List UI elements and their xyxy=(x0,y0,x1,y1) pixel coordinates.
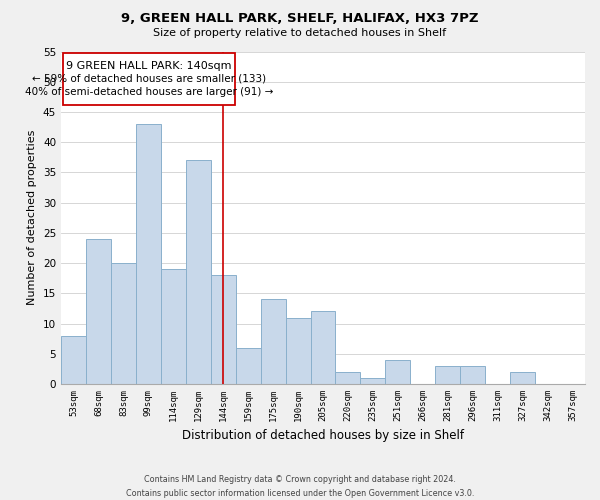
Bar xyxy=(86,239,111,384)
Bar xyxy=(510,372,535,384)
Bar xyxy=(61,336,86,384)
Text: Contains HM Land Registry data © Crown copyright and database right 2024.
Contai: Contains HM Land Registry data © Crown c… xyxy=(126,476,474,498)
Bar xyxy=(211,275,236,384)
Bar xyxy=(460,366,485,384)
Text: 40% of semi-detached houses are larger (91) →: 40% of semi-detached houses are larger (… xyxy=(25,87,273,97)
Bar xyxy=(385,360,410,384)
Bar xyxy=(161,269,186,384)
Bar xyxy=(136,124,161,384)
Bar xyxy=(236,348,260,384)
Bar xyxy=(286,318,311,384)
Bar xyxy=(260,300,286,384)
Text: ← 59% of detached houses are smaller (133): ← 59% of detached houses are smaller (13… xyxy=(32,74,266,84)
Bar xyxy=(311,312,335,384)
Bar xyxy=(335,372,361,384)
Text: 9, GREEN HALL PARK, SHELF, HALIFAX, HX3 7PZ: 9, GREEN HALL PARK, SHELF, HALIFAX, HX3 … xyxy=(121,12,479,26)
Bar xyxy=(435,366,460,384)
Text: 9 GREEN HALL PARK: 140sqm: 9 GREEN HALL PARK: 140sqm xyxy=(67,60,232,70)
Text: Size of property relative to detached houses in Shelf: Size of property relative to detached ho… xyxy=(154,28,446,38)
Bar xyxy=(186,160,211,384)
X-axis label: Distribution of detached houses by size in Shelf: Distribution of detached houses by size … xyxy=(182,430,464,442)
Bar xyxy=(361,378,385,384)
FancyBboxPatch shape xyxy=(63,54,235,104)
Y-axis label: Number of detached properties: Number of detached properties xyxy=(28,130,37,306)
Bar xyxy=(111,263,136,384)
